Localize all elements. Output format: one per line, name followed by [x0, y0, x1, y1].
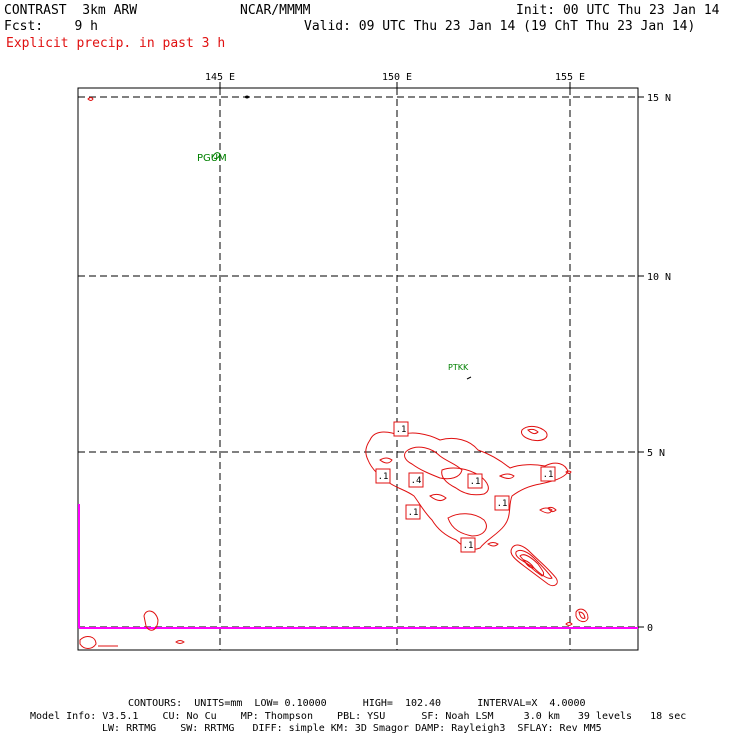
station-pgum: PGUM [197, 153, 227, 164]
lat-label-15n: 15 N [647, 93, 671, 104]
contour-label: .1 [405, 504, 421, 520]
tick-marks [219, 82, 644, 628]
contour-label: .1 [375, 468, 391, 484]
svg-text:.1: .1 [378, 472, 389, 482]
svg-text:.1: .1 [463, 541, 474, 551]
init-time: Init: 00 UTC Thu 23 Jan 14 [516, 3, 720, 18]
model-title: CONTRAST 3km ARW [4, 3, 138, 18]
lon-label-145e: 145 E [205, 72, 235, 83]
lat-label-10n: 10 N [647, 272, 671, 283]
svg-text:.1: .1 [408, 508, 419, 518]
contour-label: .1 [494, 495, 510, 511]
contour-info: CONTOURS: UNITS=mm LOW= 0.10000 HIGH= 10… [128, 698, 586, 709]
contour-label: .1 [393, 421, 409, 437]
lat-label-5n: 5 N [647, 448, 665, 459]
precip-contours [79, 95, 589, 649]
svg-text:.1: .1 [396, 425, 407, 435]
lat-label-0: 0 [647, 623, 653, 634]
lon-label-150e: 150 E [382, 72, 412, 83]
station-ptkk: PTKK [448, 363, 469, 372]
model-info-line-2: LW: RRTMG SW: RRTMG DIFF: simple KM: 3D … [102, 723, 602, 734]
grid-lines [78, 88, 638, 650]
svg-text:.4: .4 [411, 476, 422, 486]
model-info-line-1: Model Info: V3.5.1 CU: No Cu MP: Thompso… [30, 711, 687, 722]
contour-label: .4 [408, 472, 424, 488]
svg-text:.1: .1 [543, 470, 554, 480]
field-title: Explicit precip. in past 3 h [6, 36, 226, 51]
lon-label-155e: 155 E [555, 72, 585, 83]
guam-coastline [211, 152, 221, 159]
svg-text:.1: .1 [470, 477, 481, 487]
contour-label: .1 [460, 537, 476, 553]
contour-label: .1 [540, 466, 556, 482]
equator-line [78, 504, 638, 629]
valid-time: Valid: 09 UTC Thu 23 Jan 14 (19 ChT Thu … [304, 19, 696, 34]
organization-label: NCAR/MMMM [240, 3, 311, 18]
map-frame [77, 87, 639, 651]
svg-text:.1: .1 [497, 499, 508, 509]
contour-label: .1 [467, 473, 483, 489]
forecast-hour: Fcst: 9 h [4, 19, 98, 34]
ptkk-coastline [466, 376, 472, 380]
